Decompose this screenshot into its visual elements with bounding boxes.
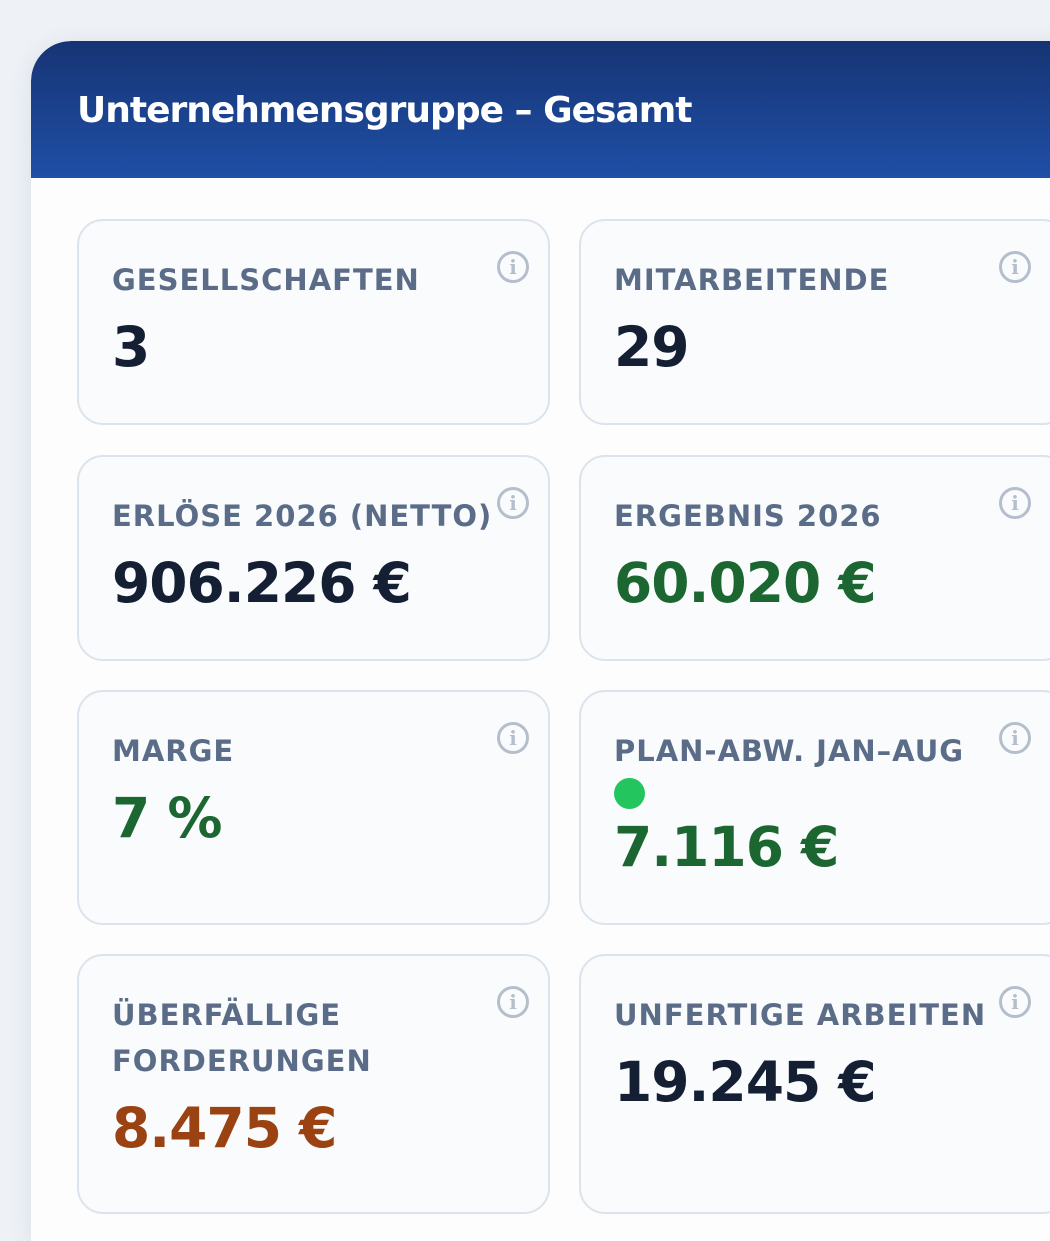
panel-header: Unternehmensgruppe – Gesamt bbox=[31, 41, 1050, 178]
kpi-label: MITARBEITENDE bbox=[614, 263, 890, 297]
kpi-card-mitarbeitende: MITARBEITENDE 29 i bbox=[579, 219, 1050, 425]
info-icon[interactable]: i bbox=[999, 986, 1031, 1018]
kpi-card-erloese: ERLÖSE 2026 (NETTO) 906.226 € i bbox=[77, 455, 550, 661]
kpi-label: ERGEBNIS 2026 bbox=[614, 499, 882, 533]
status-dot bbox=[614, 778, 645, 809]
kpi-card-marge: MARGE 7 % i bbox=[77, 690, 550, 925]
kpi-card-ueberfaellige-forderungen: ÜBERFÄLLIGE FORDERUNGEN 8.475 € i bbox=[77, 954, 550, 1214]
kpi-value: 3 bbox=[112, 315, 150, 379]
kpi-value: 7.116 € bbox=[614, 815, 839, 879]
kpi-card-gesellschaften: GESELLSCHAFTEN 3 i bbox=[77, 219, 550, 425]
kpi-label: GESELLSCHAFTEN bbox=[112, 263, 420, 297]
kpi-label: ERLÖSE 2026 (NETTO) bbox=[112, 499, 493, 533]
kpi-label: PLAN-ABW. JAN–AUG bbox=[614, 734, 965, 768]
kpi-card-unfertige-arbeiten: UNFERTIGE ARBEITEN 19.245 € i bbox=[579, 954, 1050, 1214]
kpi-label: MARGE bbox=[112, 734, 235, 768]
kpi-value: 29 bbox=[614, 315, 690, 379]
kpi-value: 19.245 € bbox=[614, 1050, 877, 1114]
info-icon[interactable]: i bbox=[497, 986, 529, 1018]
kpi-value: 906.226 € bbox=[112, 551, 412, 615]
kpi-value: 8.475 € bbox=[112, 1096, 337, 1160]
kpi-label: ÜBERFÄLLIGE FORDERUNGEN bbox=[112, 998, 372, 1078]
info-icon[interactable]: i bbox=[497, 722, 529, 754]
kpi-card-plan-abweichung: PLAN-ABW. JAN–AUG 7.116 € i bbox=[579, 690, 1050, 925]
info-icon[interactable]: i bbox=[999, 722, 1031, 754]
info-icon[interactable]: i bbox=[497, 487, 529, 519]
kpi-label: UNFERTIGE ARBEITEN bbox=[614, 998, 987, 1032]
kpi-card-ergebnis: ERGEBNIS 2026 60.020 € i bbox=[579, 455, 1050, 661]
panel-title: Unternehmensgruppe – Gesamt bbox=[77, 90, 692, 131]
info-icon[interactable]: i bbox=[999, 251, 1031, 283]
kpi-value: 60.020 € bbox=[614, 551, 877, 615]
info-icon[interactable]: i bbox=[999, 487, 1031, 519]
info-icon[interactable]: i bbox=[497, 251, 529, 283]
kpi-value: 7 % bbox=[112, 786, 223, 850]
